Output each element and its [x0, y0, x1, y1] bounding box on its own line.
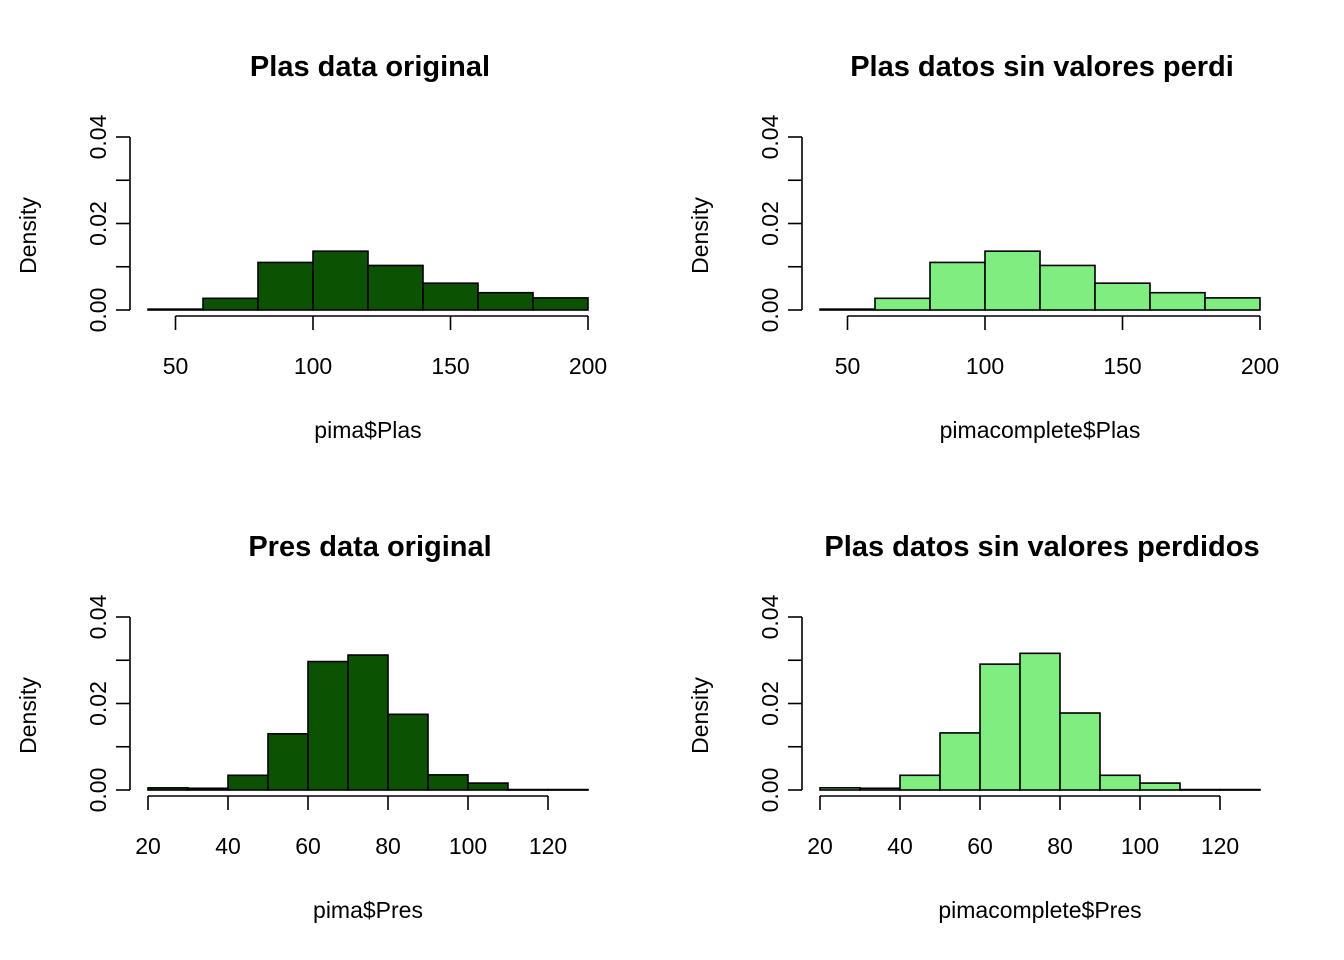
- histogram-bar: [1059, 712, 1101, 791]
- y-axis-label: Density: [687, 677, 713, 754]
- histogram-bar: [979, 663, 1021, 791]
- y-tick-label: 0.04: [757, 594, 783, 639]
- x-tick-label: 100: [294, 353, 332, 379]
- histogram-bar: [1039, 264, 1096, 311]
- histogram-bar: [547, 788, 589, 791]
- x-axis-label: pima$Plas: [314, 417, 421, 443]
- histogram-bar: [202, 297, 259, 311]
- x-tick-label: 100: [966, 353, 1004, 379]
- x-tick-label: 80: [375, 833, 401, 859]
- histogram-bar: [427, 774, 469, 791]
- histogram-bar: [147, 787, 189, 791]
- histogram-panel-3: Pres data original 0.00 0.02 0.04 20 40 60 80 10…: [15, 531, 589, 923]
- histogram-bar: [899, 774, 941, 791]
- x-tick-label: 50: [163, 353, 189, 379]
- x-tick-label: 150: [1103, 353, 1141, 379]
- histogram-bar: [929, 261, 986, 311]
- histogram-bar: [387, 713, 429, 791]
- histogram-bar: [939, 732, 981, 791]
- histogram-panel-4: Plas datos sin valores perdidos 0.00 0.02 0…: [687, 531, 1261, 923]
- y-axis-label: Density: [15, 197, 41, 274]
- chart-title: Plas datos sin valores perdidos: [824, 531, 1259, 563]
- x-tick-label: 80: [1047, 833, 1073, 859]
- histogram-bar: [347, 654, 389, 791]
- histogram-bar: [859, 787, 901, 791]
- y-axis-label: Density: [687, 197, 713, 274]
- histogram-bar: [532, 297, 589, 311]
- histogram-bar: [874, 297, 931, 311]
- y-tick-label: 0.02: [85, 201, 111, 246]
- x-axis-label: pimacomplete$Plas: [940, 417, 1141, 443]
- histogram-bar: [147, 308, 204, 311]
- x-tick-label: 60: [967, 833, 993, 859]
- y-axis-label: Density: [15, 677, 41, 754]
- histogram-bar: [312, 250, 369, 311]
- histogram-bar: [819, 787, 861, 791]
- x-tick-label: 200: [1241, 353, 1279, 379]
- x-tick-label: 20: [807, 833, 833, 859]
- histogram-bar: [267, 732, 309, 791]
- histogram-panel-1: Plas data original 0.00 0.02 0.04 50 100 150 20…: [15, 51, 607, 443]
- y-tick-label: 0.04: [757, 114, 783, 159]
- histogram-bar: [307, 660, 349, 791]
- x-tick-label: 100: [1121, 833, 1159, 859]
- x-tick-label: 20: [135, 833, 161, 859]
- x-tick-label: 100: [449, 833, 487, 859]
- x-tick-label: 40: [215, 833, 241, 859]
- x-tick-label: 50: [835, 353, 861, 379]
- histogram-bar: [467, 782, 509, 791]
- x-tick-label: 60: [295, 833, 321, 859]
- y-tick-label: 0.02: [757, 681, 783, 726]
- x-tick-label: 40: [887, 833, 913, 859]
- histogram-bar: [1204, 297, 1261, 311]
- x-axis-label: pimacomplete$Pres: [938, 897, 1141, 923]
- histogram-bar: [1149, 291, 1206, 311]
- histogram-bar: [187, 787, 229, 791]
- histogram-bar: [984, 250, 1041, 311]
- histogram-bar: [1019, 652, 1061, 791]
- y-tick-label: 0.00: [85, 768, 111, 813]
- histogram-bar: [477, 291, 534, 311]
- histogram-bar: [1099, 774, 1141, 791]
- x-tick-label: 120: [1201, 833, 1239, 859]
- y-tick-label: 0.00: [85, 288, 111, 333]
- histogram-bar: [227, 774, 269, 791]
- y-tick-label: 0.00: [757, 288, 783, 333]
- chart-title: Plas datos sin valores perdi: [850, 51, 1234, 83]
- y-tick-label: 0.00: [757, 768, 783, 813]
- histogram-bar: [1179, 788, 1221, 791]
- y-tick-label: 0.04: [85, 114, 111, 159]
- histogram-bar: [1094, 282, 1151, 311]
- histogram-panel-2: Plas datos sin valores perdi 0.00 0.02 0.04…: [687, 51, 1279, 443]
- histogram-bar: [507, 788, 549, 791]
- histogram-bar: [1219, 788, 1261, 791]
- histogram-bar: [257, 261, 314, 311]
- x-tick-label: 200: [569, 353, 607, 379]
- y-tick-label: 0.02: [757, 201, 783, 246]
- histogram-bar: [1139, 782, 1181, 791]
- histogram-bar: [422, 282, 479, 311]
- histogram-bar: [367, 264, 424, 311]
- histogram-bar: [819, 308, 876, 311]
- chart-title: Pres data original: [248, 531, 491, 563]
- y-tick-label: 0.02: [85, 681, 111, 726]
- x-tick-label: 120: [529, 833, 567, 859]
- x-axis-label: pima$Pres: [313, 897, 423, 923]
- y-tick-label: 0.04: [85, 594, 111, 639]
- chart-title: Plas data original: [250, 51, 490, 83]
- x-tick-label: 150: [431, 353, 469, 379]
